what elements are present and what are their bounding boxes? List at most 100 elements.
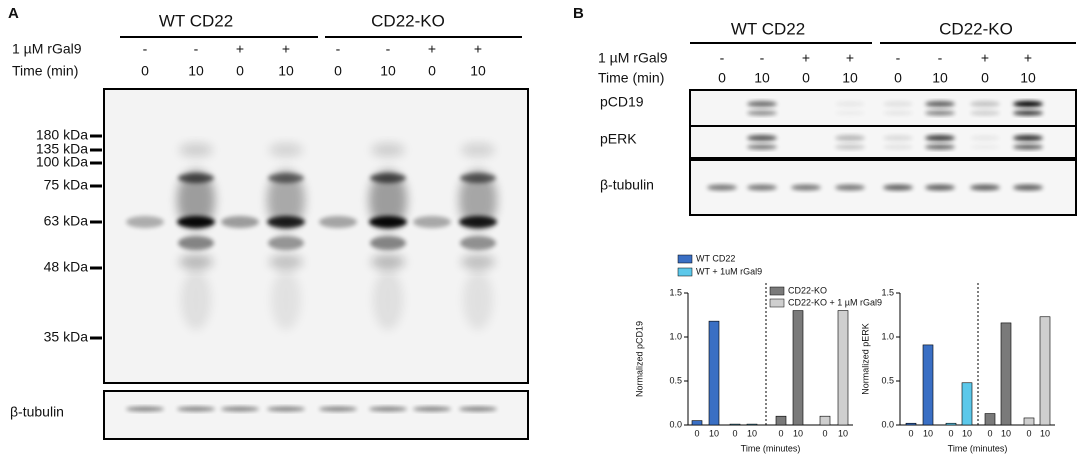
legend-label: CD22-KO	[788, 285, 827, 295]
bar	[746, 423, 758, 426]
bar	[708, 320, 720, 426]
blot-frame	[689, 125, 1077, 159]
bar	[775, 415, 787, 426]
band	[369, 406, 407, 412]
band	[970, 184, 1000, 191]
lane-label: 0	[236, 63, 244, 79]
band	[319, 216, 357, 228]
band	[883, 101, 913, 107]
bar	[1000, 322, 1012, 426]
band	[747, 101, 777, 107]
lane-label: -	[336, 41, 341, 57]
tubulin-label: β-tubulin	[10, 404, 64, 420]
y-tick-label: 0.0	[669, 419, 682, 429]
lane-label: +	[1024, 50, 1032, 66]
lane-label: 0	[981, 70, 989, 86]
band	[178, 236, 214, 250]
band	[179, 255, 213, 269]
lane-label: -	[386, 41, 391, 57]
legend-label: CD22-KO + 1 µM rGal9	[788, 297, 882, 307]
x-tick-label: 10	[747, 428, 757, 438]
legend-label: WT + 1uM rGal9	[696, 266, 762, 276]
marker-label: 75 kDa	[44, 177, 89, 193]
band	[791, 184, 821, 191]
blot-bg	[690, 126, 1076, 158]
band	[835, 110, 865, 116]
band	[1013, 101, 1043, 107]
band	[319, 406, 357, 412]
bar	[961, 382, 973, 426]
band	[221, 406, 259, 412]
band	[268, 173, 304, 183]
band	[925, 144, 955, 150]
bar	[922, 344, 934, 426]
row-label: Time (min)	[598, 70, 664, 86]
lane-label: 0	[802, 70, 810, 86]
band	[178, 173, 214, 183]
band	[747, 144, 777, 150]
lane-label: 0	[141, 63, 149, 79]
bar	[729, 423, 741, 426]
band	[413, 216, 451, 228]
blot-label: pERK	[600, 131, 637, 147]
band	[1013, 144, 1043, 150]
x-tick-label: 0	[948, 428, 953, 438]
x-tick-label: 0	[908, 428, 913, 438]
marker-label: 180 kDa	[36, 127, 88, 143]
lane-label: -	[194, 41, 199, 57]
band	[925, 135, 955, 141]
blot-frame	[103, 88, 529, 384]
lane-label: +	[428, 41, 436, 57]
x-tick-label: 10	[1001, 428, 1011, 438]
y-tick-label: 0.5	[881, 375, 894, 385]
bar	[819, 415, 831, 426]
marker-label: 63 kDa	[44, 213, 89, 229]
band	[835, 184, 865, 191]
group-label: WT CD22	[731, 19, 805, 38]
band	[413, 406, 451, 412]
marker-label: 100 kDa	[36, 154, 88, 170]
bar	[1023, 417, 1035, 426]
band	[883, 184, 913, 191]
lane-label: +	[846, 50, 854, 66]
band	[269, 255, 303, 269]
legend-swatch	[769, 286, 785, 296]
band	[835, 101, 865, 107]
legend-swatch	[677, 267, 693, 277]
x-tick-label: 10	[838, 428, 848, 438]
band	[267, 406, 305, 412]
band	[181, 270, 211, 330]
lane-label: -	[143, 41, 148, 57]
lane-label: +	[282, 41, 290, 57]
blot-frame	[689, 159, 1077, 216]
panel-label: B	[573, 5, 584, 22]
marker-label: 48 kDa	[44, 259, 89, 275]
band	[221, 216, 259, 228]
lane-label: 10	[1020, 70, 1036, 86]
x-tick-label: 10	[793, 428, 803, 438]
lane-label: -	[720, 50, 725, 66]
lane-label: 10	[932, 70, 948, 86]
y-axis-label: Normalized pCD19	[634, 321, 644, 397]
y-axis-label: Normalized pERK	[860, 323, 870, 395]
band	[461, 143, 495, 157]
band	[460, 173, 496, 183]
tubulin-bg	[104, 391, 528, 439]
band	[271, 270, 301, 330]
bar	[945, 422, 957, 426]
x-tick-label: 10	[923, 428, 933, 438]
band	[1013, 135, 1043, 141]
band	[370, 236, 406, 250]
row-label: 1 µM rGal9	[12, 41, 82, 57]
band	[177, 406, 215, 412]
band	[925, 184, 955, 191]
lane-label: +	[802, 50, 810, 66]
x-tick-label: 0	[1026, 428, 1031, 438]
blot-bg	[104, 89, 528, 383]
band	[459, 170, 497, 230]
marker-label: 35 kDa	[44, 329, 89, 345]
band	[835, 144, 865, 150]
band	[970, 144, 1000, 150]
band	[179, 143, 213, 157]
row-label: Time (min)	[12, 63, 78, 79]
